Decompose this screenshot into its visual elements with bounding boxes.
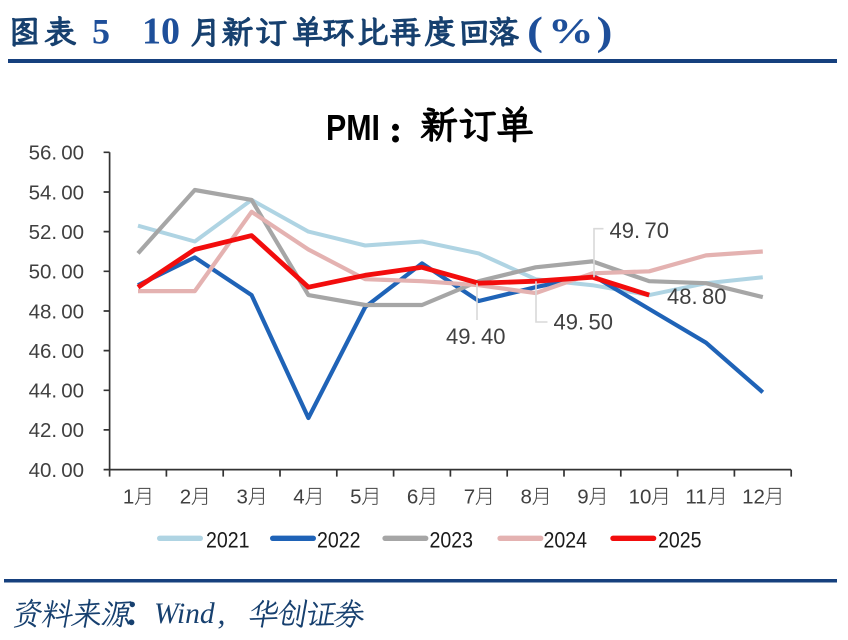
svg-text:(: ( — [527, 9, 543, 53]
svg-text:56. 00: 56. 00 — [29, 142, 84, 165]
svg-text:2021: 2021 — [206, 528, 250, 553]
svg-text:,: , — [218, 595, 226, 631]
svg-text:5: 5 — [350, 486, 361, 509]
svg-text:2: 2 — [180, 486, 191, 509]
svg-text:4: 4 — [293, 486, 304, 509]
svg-text:49. 70: 49. 70 — [610, 218, 669, 243]
svg-text:5: 5 — [92, 12, 110, 52]
svg-text:7: 7 — [464, 486, 475, 509]
svg-text:48. 00: 48. 00 — [29, 300, 84, 323]
svg-text:Wind: Wind — [154, 598, 215, 630]
svg-text:1: 1 — [123, 486, 134, 509]
svg-text:49. 50: 49. 50 — [554, 310, 613, 335]
svg-text:50. 00: 50. 00 — [29, 261, 84, 284]
svg-text:3: 3 — [237, 486, 248, 509]
svg-text:11: 11 — [685, 486, 706, 509]
svg-text:54. 00: 54. 00 — [29, 181, 84, 204]
svg-text:10: 10 — [142, 11, 180, 53]
svg-text:2023: 2023 — [430, 528, 474, 553]
svg-text:46. 00: 46. 00 — [29, 340, 84, 363]
svg-text:52. 00: 52. 00 — [29, 221, 84, 244]
svg-text:6: 6 — [407, 486, 418, 509]
svg-text:49. 40: 49. 40 — [446, 324, 505, 349]
svg-text:48. 80: 48. 80 — [667, 284, 726, 309]
svg-text:PMI: PMI — [326, 107, 380, 148]
svg-text:10: 10 — [629, 486, 652, 509]
svg-text:40. 00: 40. 00 — [29, 459, 84, 482]
svg-text:2022: 2022 — [317, 528, 361, 553]
svg-text:8: 8 — [521, 486, 532, 509]
svg-text:2025: 2025 — [658, 528, 702, 553]
svg-text:%: % — [548, 11, 594, 51]
svg-text:42. 00: 42. 00 — [29, 419, 84, 442]
svg-text:): ) — [597, 9, 613, 53]
svg-text:9: 9 — [577, 486, 588, 509]
svg-text:2024: 2024 — [544, 528, 588, 553]
svg-text:12: 12 — [742, 486, 765, 509]
svg-text:44. 00: 44. 00 — [29, 380, 84, 403]
